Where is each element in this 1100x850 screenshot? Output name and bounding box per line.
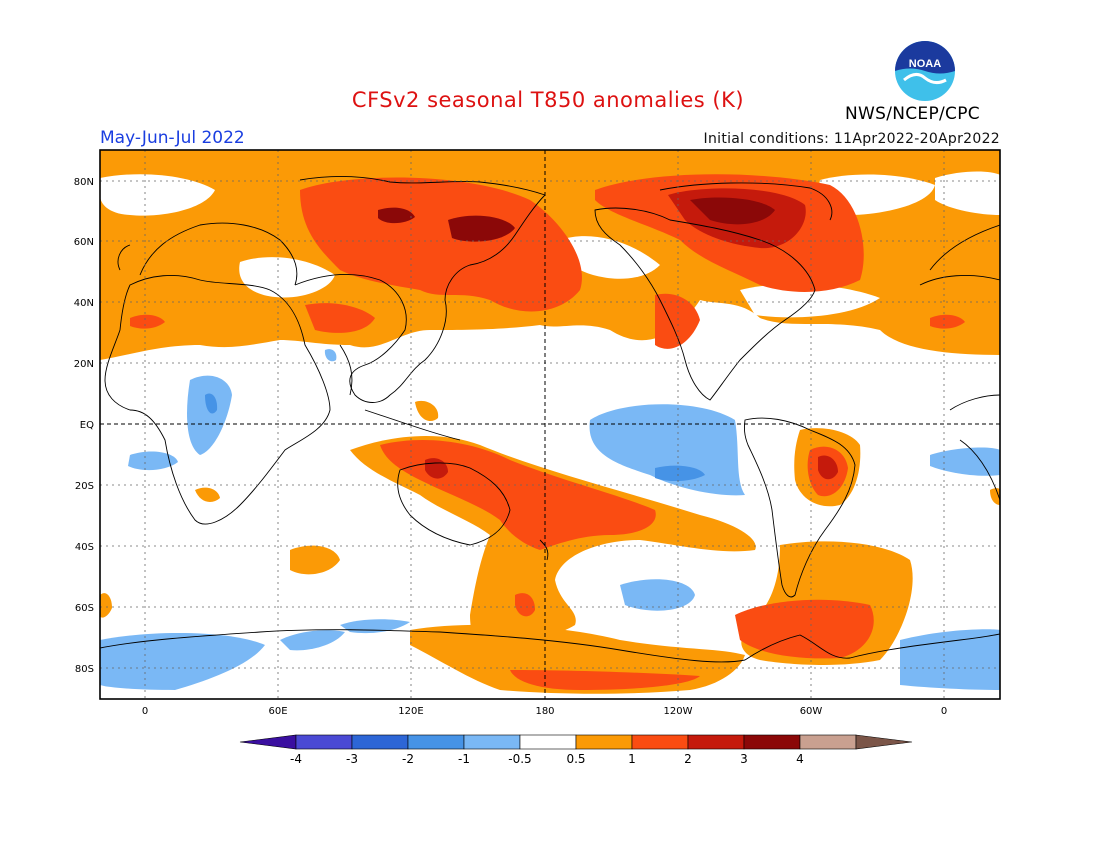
colorbar-swatch	[351, 734, 409, 750]
noaa-logo-icon: NOAA	[895, 41, 955, 101]
map-title: CFSv2 seasonal T850 anomalies (K)	[351, 88, 745, 112]
map-frame	[99, 149, 1001, 700]
lon-label: 120E	[398, 706, 423, 717]
colorbar-swatch	[295, 734, 353, 750]
svg-text:NOAA: NOAA	[909, 58, 941, 70]
initial-conditions: Initial conditions: 11Apr2022-20Apr2022	[703, 131, 1000, 147]
colorbar-arrow-left	[239, 734, 297, 750]
longitude-labels: 0 60E 120E 180 120W 60W 0	[142, 706, 947, 717]
colorbar-swatch	[519, 734, 577, 750]
colorbar-tick-label: 3	[740, 752, 748, 766]
colorbar-tick-label: 1	[628, 752, 636, 766]
colorbar-tick-label: 0.5	[566, 752, 585, 766]
colorbar-tick-label: 4	[796, 752, 804, 766]
colorbar-tick-label: -0.5	[508, 752, 531, 766]
colorbar-swatch	[743, 734, 801, 750]
lon-label: 180	[535, 706, 554, 717]
colorbar: -4 -3 -2 -1 -0.5 0.5 1 2 3 4	[239, 734, 913, 766]
colorbar-tick-label: -2	[402, 752, 414, 766]
graticule	[100, 150, 1000, 699]
colorbar-swatch	[407, 734, 465, 750]
forecast-period: May-Jun-Jul 2022	[100, 128, 245, 148]
colorbar-swatch	[463, 734, 521, 750]
coastlines	[100, 176, 1000, 663]
colorbar-tick-label: -3	[346, 752, 358, 766]
lat-label: 80S	[75, 664, 94, 675]
lon-label: 0	[142, 706, 148, 717]
lat-label: 20N	[74, 359, 94, 370]
colorbar-swatch	[575, 734, 633, 750]
colorbar-arrow-right	[855, 734, 913, 750]
colorbar-swatch	[799, 734, 857, 750]
lat-label: 60S	[75, 603, 94, 614]
lat-label: 40N	[74, 298, 94, 309]
colorbar-swatch	[687, 734, 745, 750]
lon-label: 120W	[664, 706, 693, 717]
lon-label: 60E	[268, 706, 287, 717]
lon-label: 60W	[800, 706, 823, 717]
lat-label: EQ	[80, 420, 94, 431]
agency-label: NWS/NCEP/CPC	[845, 104, 980, 124]
lat-label: 40S	[75, 542, 94, 553]
lat-label: 80N	[74, 177, 94, 188]
latitude-labels: 80N 60N 40N 20N EQ 20S 40S 60S 80S	[74, 177, 94, 675]
colorbar-tick-label: -4	[290, 752, 302, 766]
lat-label: 20S	[75, 481, 94, 492]
colorbar-swatch	[631, 734, 689, 750]
lat-label: 60N	[74, 237, 94, 248]
colorbar-tick-label: 2	[684, 752, 692, 766]
lon-label: 0	[941, 706, 947, 717]
colorbar-tick-label: -1	[458, 752, 470, 766]
